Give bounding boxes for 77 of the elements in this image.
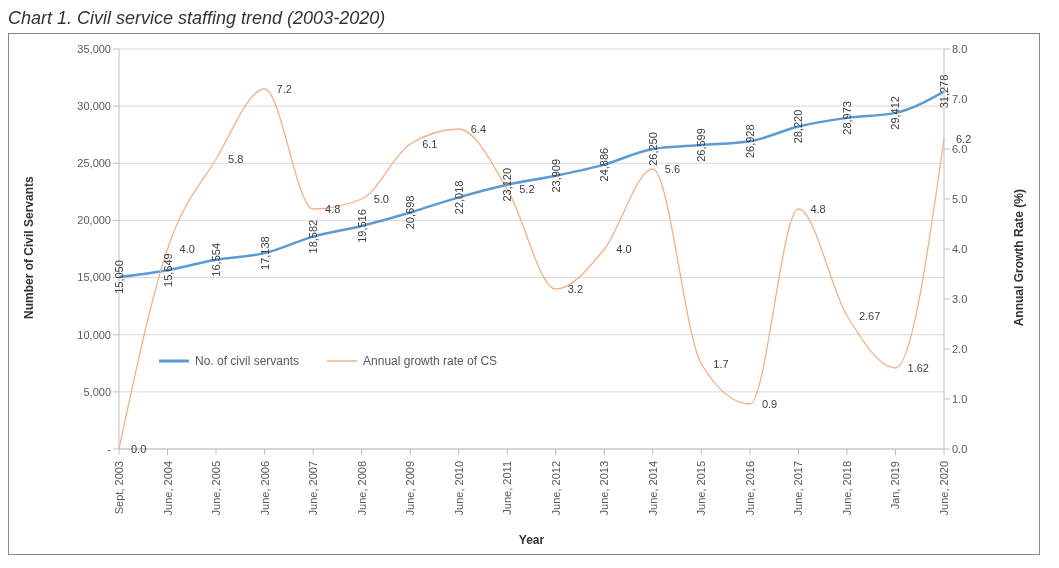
data-label: 5.8	[228, 153, 244, 165]
data-label: 4.8	[325, 203, 341, 215]
data-label: 19,516	[355, 209, 368, 243]
data-label: 26,250	[646, 132, 659, 166]
y2-tick-label: 3.0	[952, 292, 968, 305]
x-tick-label: June, 2009	[404, 461, 417, 516]
y2-axis-title: Annual Growth Rate (%)	[1012, 189, 1027, 327]
x-tick-label: June, 2006	[258, 461, 271, 516]
y2-tick-label: 1.0	[952, 392, 968, 405]
data-label: 26,599	[695, 128, 708, 162]
x-tick-label: June, 2010	[452, 461, 465, 516]
y-tick-label: -	[107, 442, 112, 455]
x-tick-label: June, 2013	[598, 461, 611, 516]
x-tick-label: Sept, 2003	[113, 461, 125, 515]
x-tick-label: June, 2017	[792, 461, 805, 516]
data-label: 4.0	[616, 243, 632, 255]
y2-tick-label: 6.0	[952, 142, 968, 155]
chart-title: Chart 1. Civil service staffing trend (2003-2020)	[8, 8, 387, 29]
x-tick-label: June, 2008	[355, 461, 368, 516]
y-tick-label: 35,000	[77, 42, 111, 55]
y-tick-label: 25,000	[77, 157, 111, 170]
data-label: 28,973	[840, 101, 853, 135]
data-label: 31,278	[938, 74, 950, 109]
data-label: 5.0	[373, 193, 389, 205]
data-label: 1.7	[713, 358, 729, 370]
y-tick-label: 15,000	[77, 271, 111, 284]
data-label: 7.2	[276, 83, 292, 95]
data-label: 4.8	[810, 203, 826, 215]
x-tick-label: June, 2015	[695, 461, 708, 516]
data-label: 29,412	[889, 96, 902, 130]
data-label: 0.0	[131, 443, 147, 455]
data-label: 16,554	[210, 242, 223, 277]
data-label: 26,928	[743, 124, 756, 159]
data-label: 18,582	[307, 219, 320, 254]
data-label: 23,909	[549, 158, 562, 193]
x-tick-label: June, 2004	[161, 461, 174, 516]
x-axis-title: Year	[518, 533, 545, 547]
data-label: 15,050	[113, 260, 125, 294]
y-tick-label: 10,000	[77, 328, 111, 341]
x-tick-label: June, 2016	[743, 461, 756, 516]
x-tick-label: Jan, 2019	[889, 461, 902, 510]
data-label: 5.2	[519, 183, 535, 195]
legend-label: Annual growth rate of CS	[363, 354, 498, 368]
data-label: 6.4	[470, 123, 486, 135]
y-tick-label: 20,000	[77, 214, 111, 227]
y2-tick-label: 0.0	[952, 442, 968, 455]
data-label: 0.9	[761, 398, 778, 410]
y-tick-label: 5,000	[83, 385, 111, 398]
x-tick-label: June, 2007	[307, 461, 320, 516]
data-label: 20,698	[404, 195, 417, 230]
y2-tick-label: 2.0	[952, 342, 968, 355]
x-tick-label: June, 2012	[549, 461, 562, 516]
data-label: 1.62	[907, 362, 929, 374]
data-label: 4.0	[179, 243, 195, 255]
data-label: 2.67	[858, 309, 881, 322]
x-tick-label: June, 2014	[646, 461, 659, 516]
data-label: 22,018	[452, 180, 465, 215]
y2-tick-label: 5.0	[952, 192, 968, 205]
y-axis-title: Number of Civil Servants	[22, 175, 37, 319]
x-tick-label: June, 2020	[938, 461, 950, 516]
data-label: 3.2	[567, 283, 584, 295]
y2-tick-label: 4.0	[952, 242, 968, 255]
data-label: 15,649	[161, 253, 174, 287]
x-tick-label: June, 2005	[210, 461, 223, 516]
x-tick-label: June, 2018	[840, 461, 853, 516]
data-label: 6.2	[956, 133, 972, 145]
y-tick-label: 30,000	[77, 100, 111, 113]
y2-tick-label: 7.0	[952, 92, 968, 105]
y2-tick-label: 8.0	[952, 42, 968, 55]
data-label: 17,138	[258, 236, 271, 270]
legend-label: No. of civil servants	[195, 354, 300, 368]
data-label: 5.6	[664, 163, 681, 175]
data-label: 28,220	[792, 109, 805, 144]
x-tick-label: June, 2011	[501, 461, 514, 515]
data-label: 23,120	[501, 167, 514, 202]
data-label: 24,886	[598, 147, 611, 182]
data-label: 6.1	[422, 138, 438, 150]
